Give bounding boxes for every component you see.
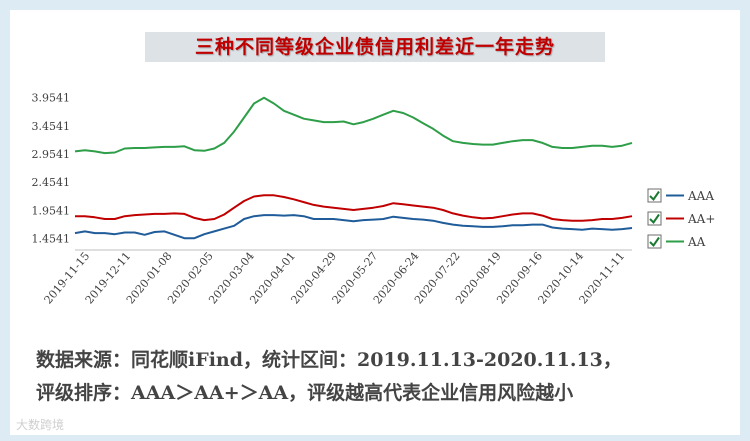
y-tick-label: 1.9541 [32, 204, 71, 217]
series-line-aaa [74, 214, 633, 240]
chart-title: 三种不同等级企业债信用利差近一年走势 [145, 32, 605, 62]
y-tick-label: 2.4541 [32, 176, 71, 189]
check-icon [649, 213, 660, 225]
check-icon [649, 190, 660, 202]
legend-label-aaa: AAA [687, 189, 714, 203]
y-tick-label: 3.4541 [32, 120, 71, 133]
watermark-text: 大数跨境 [16, 418, 65, 432]
legend-checkbox-aa [647, 234, 662, 249]
legend-label-aa: AA [687, 235, 706, 249]
chart-card [10, 10, 740, 435]
series-line-aa [74, 96, 633, 155]
y-tick-label: 3.9541 [32, 92, 71, 105]
note-rating: 评级排序：AAA＞AA+＞AA，评级越高代表企业信用风险越小 [36, 382, 574, 404]
series-line-aaplus [75, 194, 633, 222]
y-tick-label: 1.4541 [32, 232, 71, 245]
check-icon [649, 236, 660, 248]
y-tick-label: 2.9541 [32, 148, 71, 161]
legend-label-aaplus: AA+ [687, 212, 715, 226]
legend-checkbox-aaplus [647, 211, 662, 226]
legend-checkbox-aaa [647, 188, 662, 203]
note-source: 数据来源：同花顺iFind，统计区间：2019.11.13-2020.11.13… [36, 349, 622, 371]
